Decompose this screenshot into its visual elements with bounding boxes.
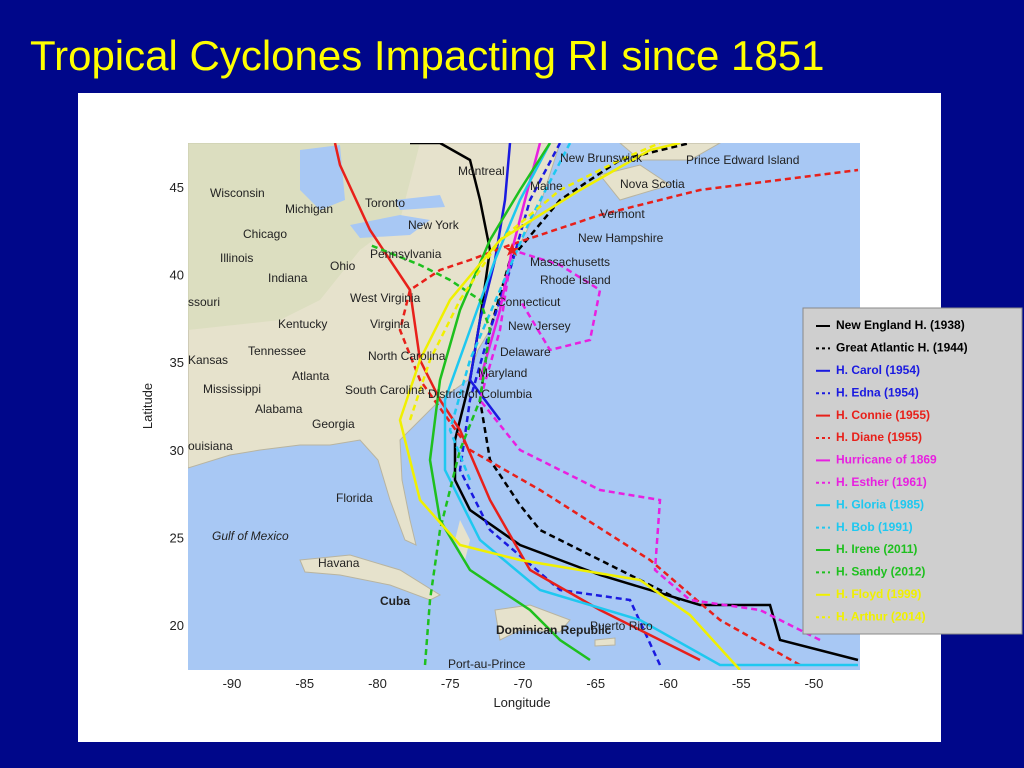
rhode-island-star <box>505 243 519 256</box>
storm-track <box>369 243 492 666</box>
legend-label: H. Irene (2011) <box>836 542 917 556</box>
x-tick-label: -50 <box>805 676 824 691</box>
place-label: Toronto <box>365 196 405 210</box>
legend: New England H. (1938) Great Atlantic H. (… <box>802 307 1023 635</box>
x-tick-label: -85 <box>295 676 314 691</box>
place-label: Vermont <box>600 207 645 221</box>
x-tick-label: -80 <box>368 676 387 691</box>
place-label: Delaware <box>500 345 551 359</box>
storm-track <box>458 143 662 666</box>
y-tick-label: 45 <box>170 180 184 195</box>
place-label: ouisiana <box>188 439 233 453</box>
place-label: Wisconsin <box>210 186 265 200</box>
storm-track <box>398 143 741 670</box>
place-label: Pennsylvania <box>370 247 442 261</box>
place-label: Ohio <box>330 259 356 273</box>
place-label: Kentucky <box>278 317 327 331</box>
legend-label: New England H. (1938) <box>836 318 965 332</box>
storm-track <box>428 143 591 662</box>
storm-track <box>478 248 821 642</box>
storm-track <box>410 143 859 662</box>
storm-track <box>333 143 701 662</box>
place-label: Virginia <box>370 317 410 331</box>
storm-track <box>443 143 858 667</box>
storm-track <box>478 143 691 602</box>
slide-title: Tropical Cyclones Impacting RI since 185… <box>30 32 824 79</box>
y-tick-label: 35 <box>170 355 184 370</box>
legend-label: H. Floyd (1999) <box>836 587 921 601</box>
y-tick-label: 25 <box>170 530 184 545</box>
place-label: New Jersey <box>508 319 571 333</box>
place-label: West Virginia <box>350 291 421 305</box>
place-label: Florida <box>336 491 373 505</box>
place-label: New Brunswick <box>560 151 643 165</box>
storm-track <box>408 143 661 421</box>
legend-label: H. Arthur (2014) <box>836 609 926 623</box>
y-tick-label: 20 <box>170 618 184 633</box>
storm-track <box>468 143 512 421</box>
place-label: Maryland <box>478 366 527 380</box>
place-label: Nova Scotia <box>620 177 685 191</box>
x-tick-label: -60 <box>659 676 678 691</box>
place-label: Maine <box>530 179 563 193</box>
place-label: New York <box>408 218 460 232</box>
place-label: Indiana <box>268 271 308 285</box>
x-tick-label: -55 <box>732 676 751 691</box>
legend-label: H. Bob (1991) <box>836 520 913 534</box>
place-label: Dominican Republic <box>496 623 612 637</box>
storm-track <box>448 143 572 481</box>
legend-label: H. Carol (1954) <box>836 363 920 377</box>
place-label: Georgia <box>312 417 355 431</box>
y-axis-label: Latitude <box>140 383 155 429</box>
legend-label: H. Gloria (1985) <box>836 497 924 511</box>
legend-label: H. Esther (1961) <box>836 475 927 489</box>
place-label: Mississippi <box>203 382 261 396</box>
place-label: Puerto Rico <box>590 619 653 633</box>
place-label: Gulf of Mexico <box>212 529 289 543</box>
legend-label: H. Diane (1955) <box>836 430 922 444</box>
place-label: Prince Edward Island <box>686 153 799 167</box>
legend-label: H. Edna (1954) <box>836 385 919 399</box>
place-label: North Carolina <box>368 349 446 363</box>
legend-label: Hurricane of 1869 <box>836 453 937 467</box>
place-label: Montreal <box>458 164 505 178</box>
legend-label: Great Atlantic H. (1944) <box>836 341 968 355</box>
y-tick-label: 40 <box>170 268 184 283</box>
place-label: District of Columbia <box>428 387 532 401</box>
map: Wisconsin Michigan Toronto Montreal Chic… <box>188 143 860 671</box>
place-label: Havana <box>318 556 360 570</box>
legend-label: H. Connie (1955) <box>836 408 930 422</box>
place-label: Massachusetts <box>530 255 610 269</box>
place-label: ssouri <box>188 295 220 309</box>
x-tick-label: -70 <box>514 676 533 691</box>
place-label: South Carolina <box>345 383 425 397</box>
place-label: Port-au-Prince <box>448 657 526 671</box>
place-label: Cuba <box>380 594 410 608</box>
y-tick-label: 30 <box>170 443 184 458</box>
legend-label: H. Sandy (2012) <box>836 565 925 579</box>
place-label: Rhode Island <box>540 273 611 287</box>
x-axis-label: Longitude <box>493 695 550 710</box>
legend-box <box>802 307 1023 635</box>
place-label: Chicago <box>243 227 287 241</box>
x-tick-label: -65 <box>586 676 605 691</box>
place-label: Alabama <box>255 402 303 416</box>
storm-track <box>398 168 859 667</box>
place-label: Michigan <box>285 202 333 216</box>
x-tick-label: -90 <box>223 676 242 691</box>
x-tick-label: -75 <box>441 676 460 691</box>
place-label: New Hampshire <box>578 231 664 245</box>
place-label: Atlanta <box>292 369 330 383</box>
place-label: Connecticut <box>497 295 561 309</box>
place-label: Tennessee <box>248 344 306 358</box>
place-label: Illinois <box>220 251 253 265</box>
place-label: Kansas <box>188 353 228 367</box>
